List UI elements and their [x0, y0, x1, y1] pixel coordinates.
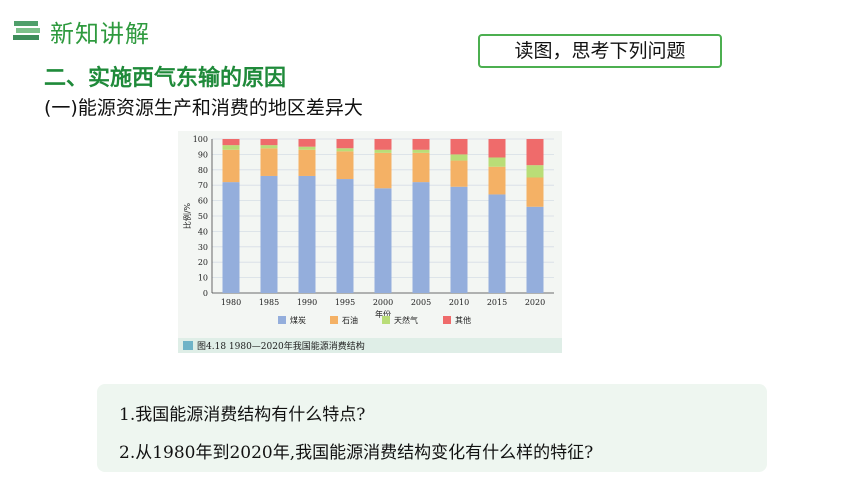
x-tick-label: 2000: [373, 298, 393, 307]
y-tick-label: 80: [198, 166, 208, 175]
books-icon: [13, 21, 40, 40]
bar-segment-2005: [412, 149, 430, 153]
section-subtitle: (一)能源资源生产和消费的地区差异大: [44, 97, 363, 119]
bar-segment-1995: [336, 179, 354, 293]
figure-caption-bar: 图4.18 1980—2020年我国能源消费结构: [178, 338, 562, 353]
bar-segment-2010: [450, 186, 468, 293]
bar-segment-2015: [488, 166, 506, 195]
y-axis-label: 比例/%: [182, 202, 192, 229]
y-tick-label: 100: [193, 135, 208, 144]
bar-segment-1990: [298, 175, 316, 293]
section-title: 二、实施西气东输的原因: [44, 66, 287, 91]
question-1: 1.我国能源消费结构有什么特点?: [119, 405, 366, 425]
bar-segment-2015: [488, 157, 506, 167]
bar-segment-1995: [336, 151, 354, 180]
bar-segment-2010: [450, 154, 468, 161]
bar-segment-1985: [260, 145, 278, 149]
x-tick-label: 2015: [487, 298, 507, 307]
y-tick-label: 20: [198, 258, 208, 267]
y-tick-label: 30: [198, 243, 208, 252]
legend-swatch: [278, 316, 286, 324]
x-tick-label: 1985: [259, 298, 279, 307]
bar-segment-1995: [336, 148, 354, 152]
bar-segment-2020: [526, 206, 544, 293]
legend-label: 石油: [342, 315, 358, 325]
bar-segment-2015: [488, 194, 506, 293]
y-tick-label: 50: [198, 212, 208, 221]
legend-label: 天然气: [394, 315, 418, 325]
x-tick-label: 2010: [449, 298, 469, 307]
bar-segment-1980: [222, 149, 240, 183]
y-tick-label: 10: [198, 274, 208, 283]
bar-segment-2005: [412, 182, 430, 293]
bar-segment-2020: [526, 165, 544, 178]
bar-segment-2010: [450, 139, 468, 155]
bar-segment-2000: [374, 149, 392, 153]
y-tick-label: 0: [203, 289, 208, 298]
bar-segment-1980: [222, 182, 240, 293]
bar-segment-1995: [336, 139, 354, 149]
bar-segment-2020: [526, 139, 544, 166]
bar-segment-2005: [412, 139, 430, 150]
x-tick-label: 1995: [335, 298, 355, 307]
y-tick-label: 70: [198, 181, 208, 190]
bar-segment-1990: [298, 139, 316, 147]
energy-chart-figure: 0 10 20 30 40 50 60 70 80 90 100 1980 1985 1990 1995 20…: [178, 131, 562, 353]
bar-segment-1985: [260, 175, 278, 293]
legend-swatch: [382, 316, 390, 324]
x-axis-label: 年份: [375, 309, 391, 319]
bar-segment-2010: [450, 160, 468, 187]
bar-segment-1990: [298, 149, 316, 176]
read-figure-callout: 读图，思考下列问题: [478, 34, 722, 68]
x-tick-label: 1980: [221, 298, 241, 307]
y-tick-label: 40: [198, 227, 208, 236]
legend-label: 煤炭: [290, 315, 306, 325]
bar-segment-1985: [260, 139, 278, 146]
question-2: 2.从1980年到2020年,我国能源消费结构变化有什么样的特征?: [119, 443, 594, 463]
bar-segment-2000: [374, 139, 392, 150]
bar-segment-1990: [298, 146, 316, 150]
bar-segment-2005: [412, 152, 430, 183]
questions-panel: 1.我国能源消费结构有什么特点? 2.从1980年到2020年,我国能源消费结构…: [97, 384, 767, 472]
y-tick-label: 90: [198, 150, 208, 159]
legend-swatch: [443, 316, 451, 324]
bar-segment-2000: [374, 152, 392, 189]
bar-segment-2020: [526, 177, 544, 207]
x-tick-label: 2005: [411, 298, 431, 307]
figure-caption: 图4.18 1980—2020年我国能源消费结构: [197, 342, 365, 352]
bar-segment-1985: [260, 148, 278, 176]
page-header-title: 新知讲解: [50, 20, 150, 48]
bar-segment-1980: [222, 139, 240, 146]
x-tick-label: 2020: [525, 298, 545, 307]
caption-marker: [183, 341, 193, 350]
stacked-bar-chart: 0 10 20 30 40 50 60 70 80 90 100 1980 1985 1990 1995 20…: [182, 135, 554, 325]
legend-label: 其他: [455, 315, 471, 325]
bar-segment-2015: [488, 139, 506, 158]
legend-swatch: [330, 316, 338, 324]
bar-segment-1980: [222, 145, 240, 150]
x-tick-label: 1990: [297, 298, 317, 307]
bar-segment-2000: [374, 188, 392, 293]
y-tick-label: 60: [198, 197, 208, 206]
